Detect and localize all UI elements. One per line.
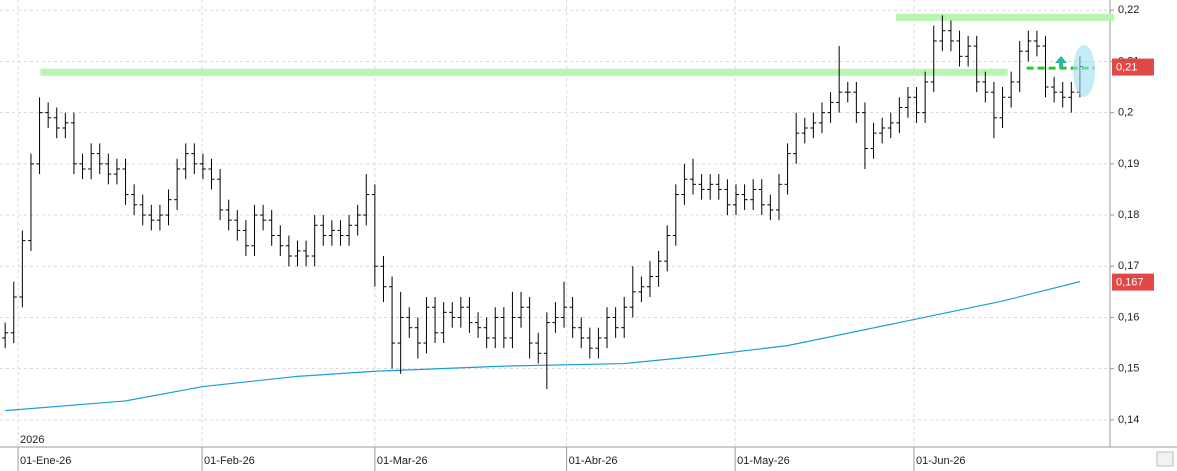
x-tick-label: 01-Jun-26: [916, 455, 966, 467]
y-tick-label: 0,2: [1118, 107, 1133, 119]
price-label-box: [1112, 273, 1154, 291]
y-tick-label: 0,14: [1118, 414, 1139, 426]
up-arrow: [1055, 56, 1067, 68]
price-label: 0,167: [1116, 277, 1144, 289]
x-tick-label: 01-Ene-26: [20, 455, 71, 467]
y-tick-label: 0,15: [1118, 363, 1139, 375]
y-tick-label: 0,19: [1118, 158, 1139, 170]
x-tick-label: 01-Abr-26: [569, 455, 618, 467]
scroll-button[interactable]: [1156, 451, 1174, 467]
year-label: 2026: [20, 434, 44, 446]
price-label-box: [1112, 58, 1154, 76]
highlight: [1073, 45, 1095, 97]
x-tick-label: 01-Mar-26: [377, 455, 428, 467]
x-tick-label: 01-Feb-26: [204, 455, 255, 467]
y-tick-label: 0,18: [1118, 209, 1139, 221]
price-label: 0,21: [1116, 61, 1137, 73]
y-tick-label: 0,17: [1118, 260, 1139, 272]
moving-average: [5, 281, 1081, 412]
x-tick-label: 01-May-26: [737, 455, 790, 467]
y-tick-label: 0,22: [1118, 4, 1139, 16]
y-tick-label: 0,16: [1118, 311, 1139, 323]
